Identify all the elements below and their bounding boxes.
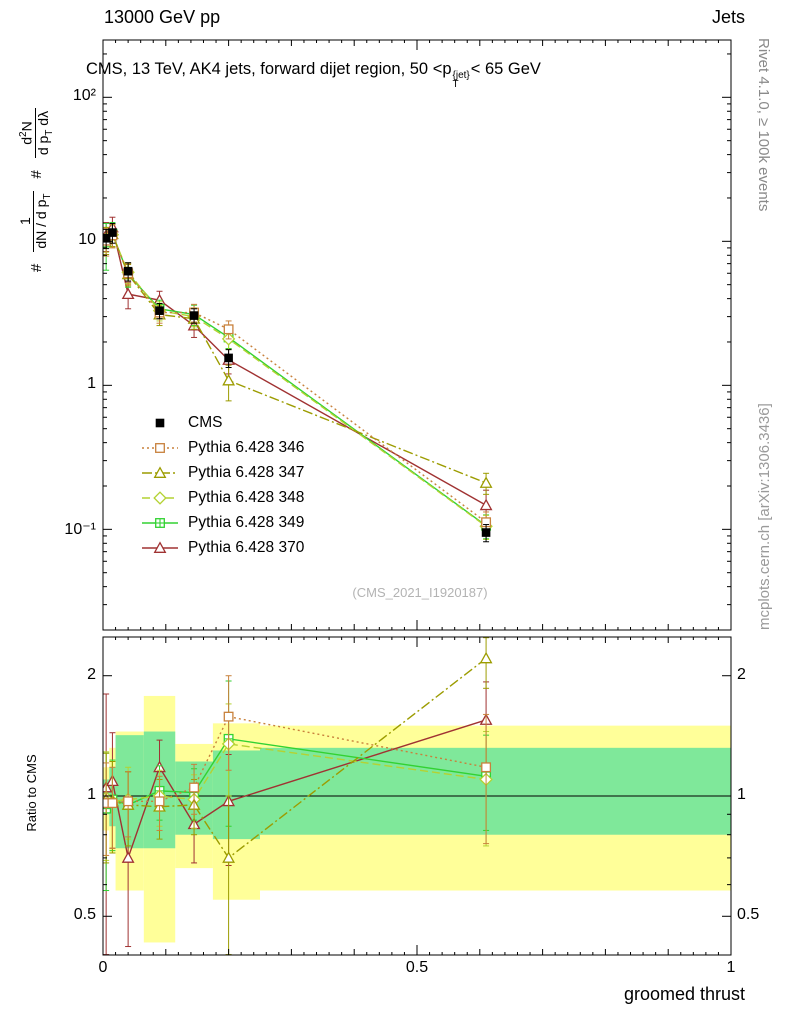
series-ratio-Pythia-6-428-346 xyxy=(103,675,492,856)
legend-marker-triangle-open xyxy=(142,465,178,478)
main-ytick-label: 10² xyxy=(72,87,96,105)
main-ytick-label: 10 xyxy=(78,231,96,249)
legend-label: Pythia 6.428 348 xyxy=(188,488,305,506)
xtick-label: 0.5 xyxy=(405,959,429,976)
legend-marker-diamond-open xyxy=(142,490,178,505)
legend-label: CMS xyxy=(188,413,223,431)
analysis-group-label: Jets xyxy=(711,7,745,27)
legend-marker-triangle-open xyxy=(142,540,178,553)
ratio-ytick-label-right: 0.5 xyxy=(737,906,760,924)
legend-item: Pythia 6.428 346 xyxy=(140,435,304,460)
legend-label: Pythia 6.428 370 xyxy=(188,538,305,556)
watermark: (CMS_2021_I1920187) xyxy=(352,585,488,600)
rivet-version-label: Rivet 4.1.0, ≥ 100k events xyxy=(755,38,772,212)
legend-label: Pythia 6.428 349 xyxy=(188,513,305,531)
ratio-ytick-label-right: 1 xyxy=(737,786,746,803)
legend-item: Pythia 6.428 370 xyxy=(140,535,304,560)
plot-title-pre: CMS, 13 TeV, AK4 jets, forward dijet reg… xyxy=(86,60,452,78)
y-axis-hash-2: # xyxy=(27,170,45,179)
ratio-ytick-label-left: 1 xyxy=(87,786,96,803)
y-axis-hash-1: # xyxy=(27,263,45,272)
plot-title-supsub: {jet} T xyxy=(452,70,470,90)
legend-item: Pythia 6.428 349 xyxy=(140,510,304,535)
legend-item: Pythia 6.428 347 xyxy=(140,460,304,485)
ratio-ytick-label-right: 2 xyxy=(737,665,746,683)
legend: CMS Pythia 6.428 346 Pythia 6.428 347 Pythi… xyxy=(140,410,304,560)
legend-marker-square-cross-open xyxy=(142,517,178,528)
plot-title-sub: T xyxy=(452,79,459,90)
xtick-label: 0 xyxy=(98,959,108,976)
plot-title: CMS, 13 TeV, AK4 jets, forward dijet reg… xyxy=(86,60,541,90)
main-ytick-label: 1 xyxy=(87,375,96,393)
series-main-CMS xyxy=(103,222,491,543)
ratio-y-axis-label: Ratio to CMS xyxy=(24,754,39,832)
ratio-ytick-label-left: 0.5 xyxy=(73,906,96,924)
y-axis-fraction-2: d2N d pT dλ xyxy=(16,107,57,159)
legend-item: Pythia 6.428 348 xyxy=(140,485,304,510)
ratio-uncertainty-bands xyxy=(103,695,731,943)
legend-label: Pythia 6.428 347 xyxy=(188,463,305,481)
plot-title-sup: {jet} xyxy=(452,70,470,81)
legend-label: Pythia 6.428 346 xyxy=(188,438,305,456)
xtick-label: 1 xyxy=(726,959,736,976)
legend-item: CMS xyxy=(140,410,304,435)
plot-title-post: < 65 GeV xyxy=(470,60,541,78)
legend-marker-square-open xyxy=(142,442,178,453)
ratio-ytick-label-left: 2 xyxy=(87,665,96,683)
mcplots-credit-label: mcplots.cern.ch [arXiv:1306.3436] xyxy=(756,403,773,630)
beam-energy-label: 13000 GeV pp xyxy=(104,7,221,27)
legend-marker-square-filled xyxy=(155,418,165,427)
main-ytick-label: 10⁻¹ xyxy=(64,521,96,539)
x-axis-label: groomed thrust xyxy=(623,984,745,1004)
